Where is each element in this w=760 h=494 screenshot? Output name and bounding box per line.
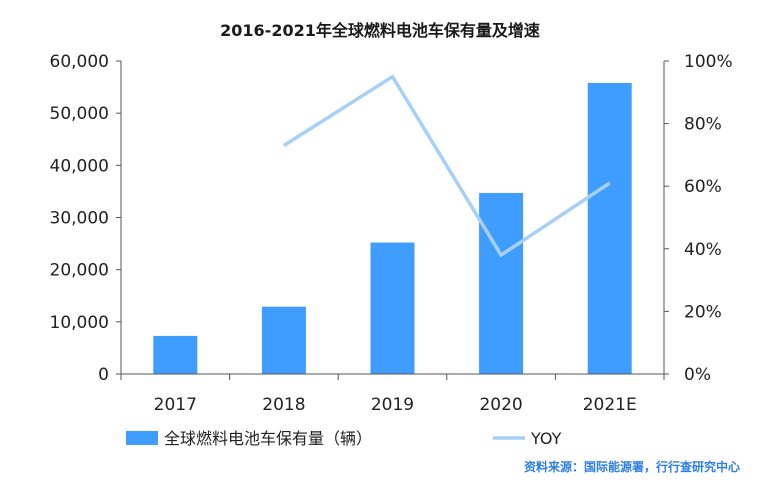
y-left-tick-label: 50,000	[50, 104, 109, 124]
chart-title: 2016-2021年全球燃料电池车保有量及增速	[220, 21, 540, 40]
yoy-point	[500, 254, 502, 256]
y-left-tick-label: 20,000	[50, 261, 109, 281]
yoy-point	[392, 76, 393, 78]
x-tick-label: 2018	[262, 395, 305, 415]
legend-bar-label: 全球燃料电池车保有量（辆）	[164, 429, 372, 448]
yoy-point	[283, 145, 285, 147]
bar	[261, 306, 306, 374]
x-tick-label: 2020	[479, 395, 522, 415]
y-left-tick-label: 30,000	[50, 209, 109, 229]
bar	[153, 335, 198, 374]
bar	[587, 82, 632, 374]
x-tick-label: 2017	[154, 395, 197, 415]
bar	[479, 192, 524, 374]
legend-line-label: YOY	[530, 429, 562, 448]
bar	[370, 242, 415, 374]
source-note: 资料来源：国际能源署，行行查研究中心	[523, 460, 740, 474]
y-left-tick-label: 60,000	[50, 52, 109, 72]
yoy-point	[609, 182, 611, 184]
y-right-tick-label: 40%	[684, 240, 722, 260]
y-left-tick-label: 0	[98, 365, 109, 385]
x-tick-label: 2019	[371, 395, 414, 415]
y-right-tick-label: 80%	[684, 115, 722, 135]
y-right-tick-label: 60%	[684, 177, 722, 197]
y-right-tick-label: 0%	[684, 365, 711, 385]
y-left-tick-label: 40,000	[50, 156, 109, 176]
legend-bar-swatch	[126, 431, 158, 445]
y-right-tick-label: 100%	[684, 52, 733, 72]
yoy-line	[282, 74, 611, 258]
y-left-tick-label: 10,000	[50, 313, 109, 333]
x-tick-label: 2021E	[583, 395, 637, 415]
y-right-tick-label: 20%	[684, 302, 722, 322]
